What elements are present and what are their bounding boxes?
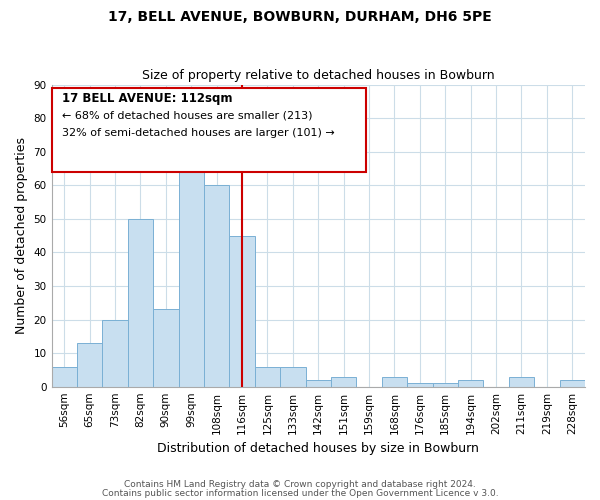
- Bar: [128, 219, 153, 386]
- Bar: [382, 376, 407, 386]
- Bar: [153, 310, 179, 386]
- Bar: [433, 384, 458, 386]
- Bar: [407, 384, 433, 386]
- Bar: [52, 366, 77, 386]
- Bar: [331, 376, 356, 386]
- Y-axis label: Number of detached properties: Number of detached properties: [15, 137, 28, 334]
- Bar: [280, 366, 305, 386]
- Bar: [103, 320, 128, 386]
- Text: Contains HM Land Registry data © Crown copyright and database right 2024.: Contains HM Land Registry data © Crown c…: [124, 480, 476, 489]
- Bar: [77, 343, 103, 386]
- Bar: [204, 186, 229, 386]
- X-axis label: Distribution of detached houses by size in Bowburn: Distribution of detached houses by size …: [157, 442, 479, 455]
- Bar: [229, 236, 255, 386]
- Text: 32% of semi-detached houses are larger (101) →: 32% of semi-detached houses are larger (…: [62, 128, 335, 138]
- FancyBboxPatch shape: [52, 88, 366, 172]
- Bar: [458, 380, 484, 386]
- Title: Size of property relative to detached houses in Bowburn: Size of property relative to detached ho…: [142, 69, 494, 82]
- Text: 17, BELL AVENUE, BOWBURN, DURHAM, DH6 5PE: 17, BELL AVENUE, BOWBURN, DURHAM, DH6 5P…: [108, 10, 492, 24]
- Bar: [255, 366, 280, 386]
- Bar: [509, 376, 534, 386]
- Bar: [560, 380, 585, 386]
- Bar: [305, 380, 331, 386]
- Text: Contains public sector information licensed under the Open Government Licence v : Contains public sector information licen…: [101, 488, 499, 498]
- Text: ← 68% of detached houses are smaller (213): ← 68% of detached houses are smaller (21…: [62, 110, 313, 120]
- Text: 17 BELL AVENUE: 112sqm: 17 BELL AVENUE: 112sqm: [62, 92, 233, 105]
- Bar: [179, 142, 204, 386]
